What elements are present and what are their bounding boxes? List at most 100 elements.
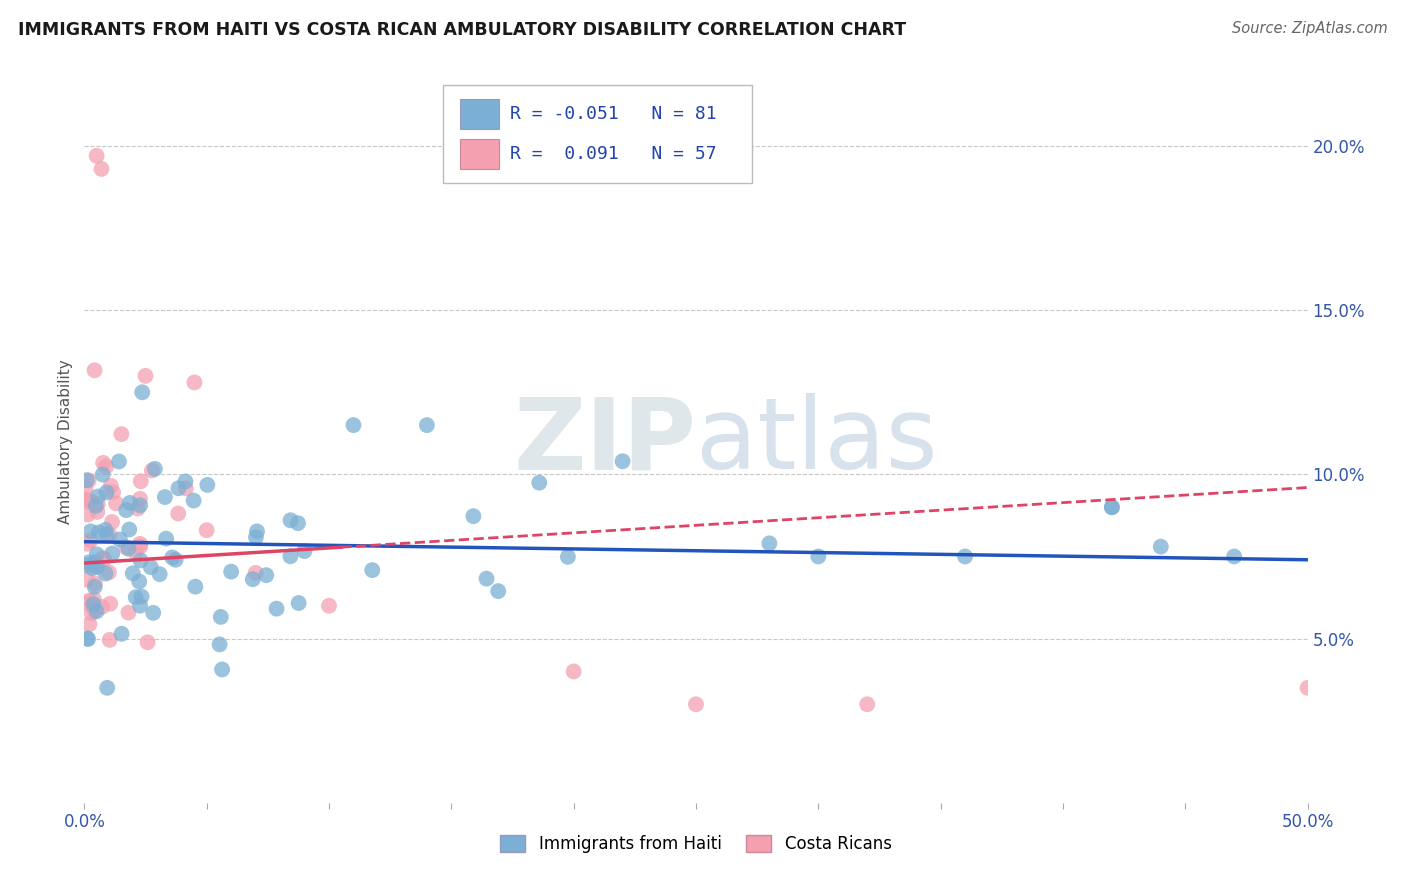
Point <box>87 497 110 511</box>
Point <box>165 553 187 567</box>
Point <box>142 606 165 620</box>
Point <box>318 599 340 613</box>
Text: ZIP: ZIP <box>513 393 696 490</box>
Point <box>117 541 139 556</box>
Point <box>83 363 105 377</box>
Point <box>174 482 197 496</box>
Point <box>79 617 101 632</box>
Point <box>86 505 108 519</box>
Point <box>1296 681 1319 695</box>
Point <box>1101 500 1123 515</box>
Point <box>125 591 148 605</box>
Legend: Immigrants from Haiti, Costa Ricans: Immigrants from Haiti, Costa Ricans <box>494 828 898 860</box>
Point <box>128 574 150 589</box>
Point <box>76 573 98 587</box>
Point <box>76 632 98 646</box>
Point <box>94 566 117 581</box>
Point <box>562 665 585 679</box>
Point <box>208 637 231 651</box>
Point <box>97 566 120 580</box>
Point <box>127 501 149 516</box>
Point <box>211 663 233 677</box>
Text: R = -0.051   N = 81: R = -0.051 N = 81 <box>510 105 717 123</box>
Point <box>361 563 384 577</box>
Point <box>117 606 139 620</box>
Point <box>96 459 118 474</box>
Point <box>110 627 132 641</box>
Point <box>115 503 138 517</box>
Point <box>83 576 105 591</box>
Point <box>245 530 267 544</box>
Point <box>184 580 207 594</box>
Point <box>129 540 152 554</box>
Point <box>342 418 364 433</box>
Point <box>167 507 190 521</box>
Point <box>98 527 121 541</box>
Point <box>1223 549 1246 564</box>
Point <box>91 551 114 566</box>
Point <box>129 498 152 512</box>
Point <box>94 523 117 537</box>
Point <box>83 592 105 607</box>
Point <box>115 540 138 554</box>
Point <box>77 556 100 570</box>
Point <box>110 427 132 442</box>
Point <box>1101 500 1123 515</box>
Y-axis label: Ambulatory Disability: Ambulatory Disability <box>58 359 73 524</box>
Point <box>105 496 128 510</box>
Point <box>93 552 115 566</box>
Point <box>209 610 232 624</box>
Point <box>139 560 162 574</box>
Point <box>135 368 157 383</box>
Point <box>125 545 148 559</box>
Point <box>174 475 197 489</box>
Point <box>155 532 177 546</box>
Point <box>80 606 103 620</box>
Point <box>75 492 97 507</box>
Point <box>76 596 98 610</box>
Point <box>101 485 124 500</box>
Point <box>254 568 277 582</box>
Point <box>129 599 152 613</box>
Point <box>557 549 579 564</box>
Point <box>76 537 98 551</box>
Point <box>84 499 107 513</box>
Point <box>96 485 118 500</box>
Point <box>98 597 121 611</box>
Point <box>141 463 163 477</box>
Text: atlas: atlas <box>696 393 938 490</box>
Point <box>83 597 105 611</box>
Point <box>856 698 879 712</box>
Point <box>242 572 264 586</box>
Point <box>87 525 110 540</box>
Point <box>86 558 108 573</box>
Point <box>76 558 98 573</box>
Point <box>101 547 124 561</box>
Point <box>79 533 101 548</box>
Point <box>149 567 172 582</box>
Point <box>131 385 153 400</box>
Point <box>287 516 309 530</box>
Point <box>91 467 114 482</box>
Point <box>91 456 114 470</box>
Point <box>101 515 124 529</box>
Point <box>86 149 108 163</box>
Point <box>77 474 100 488</box>
Text: R =  0.091   N = 57: R = 0.091 N = 57 <box>510 145 717 163</box>
Point <box>280 549 302 564</box>
Point <box>245 566 267 580</box>
Point <box>287 596 309 610</box>
Point <box>162 550 184 565</box>
Point <box>475 572 498 586</box>
Point <box>87 490 110 504</box>
Point <box>143 462 166 476</box>
Point <box>76 494 98 508</box>
Point <box>108 454 131 468</box>
Point <box>294 544 316 558</box>
Point <box>416 418 439 433</box>
Text: IMMIGRANTS FROM HAITI VS COSTA RICAN AMBULATORY DISABILITY CORRELATION CHART: IMMIGRANTS FROM HAITI VS COSTA RICAN AMB… <box>18 21 907 38</box>
Point <box>86 548 108 562</box>
Point <box>195 523 218 537</box>
Text: Source: ZipAtlas.com: Source: ZipAtlas.com <box>1232 21 1388 36</box>
Point <box>486 584 509 599</box>
